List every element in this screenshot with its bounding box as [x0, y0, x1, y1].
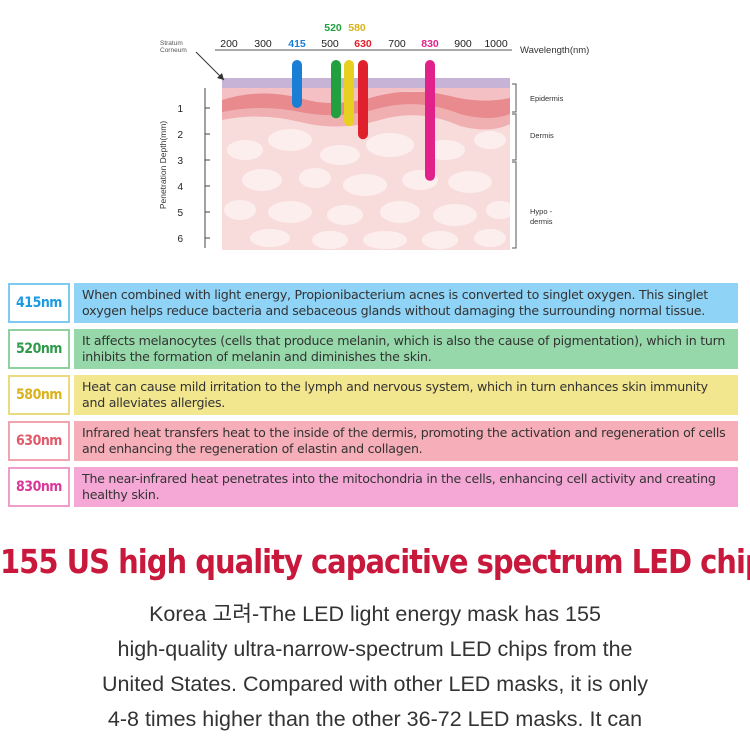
x-tick-label: 900 [454, 38, 472, 50]
x-tick-label: 300 [254, 38, 272, 50]
wavelength-label: 415nm [8, 283, 70, 323]
x-axis-label: Wavelength(nm) [520, 45, 589, 56]
y-tick-label: 4 [177, 182, 183, 193]
stratum-arrowhead [217, 73, 224, 80]
wavelength-label: 580nm [8, 375, 70, 415]
x-tick-label: 500 [321, 38, 339, 50]
wavelength-bar-830 [425, 60, 435, 181]
layer-hypodermis-2: dermis [530, 217, 553, 226]
wavelength-table: 415nm When combined with light energy, Pr… [8, 283, 738, 513]
y-axis-label: Penetration Depth(mm) [158, 121, 168, 210]
stratum-label-2: Corneum [160, 47, 187, 54]
body-line: high-quality ultra-narrow-spectrum LED c… [117, 637, 633, 661]
wavelength-bar-630 [358, 60, 368, 140]
y-tick-label: 6 [177, 234, 183, 245]
stratum-label-1: Stratum [160, 40, 183, 47]
fat-cells [224, 129, 510, 249]
wavelength-description: When combined with light energy, Propion… [74, 283, 738, 323]
y-ticks: 1 2 3 4 5 6 [177, 104, 210, 245]
wavelength-description: The near-infrared heat penetrates into t… [74, 467, 738, 507]
x-tick-label: 630 [354, 38, 372, 50]
layer-brackets [512, 83, 517, 249]
wavelength-row: 830nm The near-infrared heat penetrates i… [8, 467, 738, 507]
layer-epidermis: Epidermis [530, 94, 564, 103]
x-tick-label: 200 [220, 38, 238, 50]
x-tick-label-top: 580 [348, 22, 366, 34]
headline: 155 US high quality capacitive spectrum … [0, 542, 750, 582]
x-tick-label: 415 [288, 38, 306, 50]
wavelength-bars [292, 60, 435, 181]
wavelength-label: 630nm [8, 421, 70, 461]
wavelength-description: It affects melanocytes (cells that produ… [74, 329, 738, 369]
wavelength-bar-520 [331, 60, 341, 119]
x-tick-label-top: 520 [324, 22, 342, 34]
wavelength-row: 520nm It affects melanocytes (cells that … [8, 329, 738, 369]
wavelength-description: Heat can cause mild irritation to the ly… [74, 375, 738, 415]
wavelength-row: 580nm Heat can cause mild irritation to t… [8, 375, 738, 415]
body-line: United States. Compared with other LED m… [101, 672, 649, 696]
body-line: 4-8 times higher than the other 36-72 LE… [107, 707, 643, 731]
penetration-depth-diagram: Stratum Corneum 200 300 415 500 630 700 830 900… [158, 22, 589, 250]
y-tick-label: 3 [177, 156, 183, 167]
layer-hypodermis-1: Hypo - [530, 207, 553, 216]
y-tick-label: 1 [177, 104, 183, 115]
y-tick-label: 2 [177, 130, 183, 141]
layer-dermis: Dermis [530, 131, 554, 140]
wavelength-bar-415 [292, 60, 302, 108]
y-tick-label: 5 [177, 208, 183, 219]
wavelength-description: Infrared heat transfers heat to the insi… [74, 421, 738, 461]
body-text: Korea 고려-The LED light energy mask has 1… [0, 597, 750, 737]
x-tick-label: 1000 [484, 38, 508, 50]
x-tick-label: 700 [388, 38, 406, 50]
wavelength-row: 415nm When combined with light energy, Pr… [8, 283, 738, 323]
wavelength-label: 830nm [8, 467, 70, 507]
stratum-pointer [195, 51, 225, 81]
wavelength-row: 630nm Infrared heat transfers heat to the… [8, 421, 738, 461]
x-ticks: 200 300 415 500 630 700 830 900 1000 520 580 [220, 22, 508, 50]
wavelength-label: 520nm [8, 329, 70, 369]
body-line: Korea 고려-The LED light energy mask has 1… [149, 602, 601, 626]
wavelength-bar-580 [344, 60, 354, 127]
x-tick-label: 830 [421, 38, 439, 50]
